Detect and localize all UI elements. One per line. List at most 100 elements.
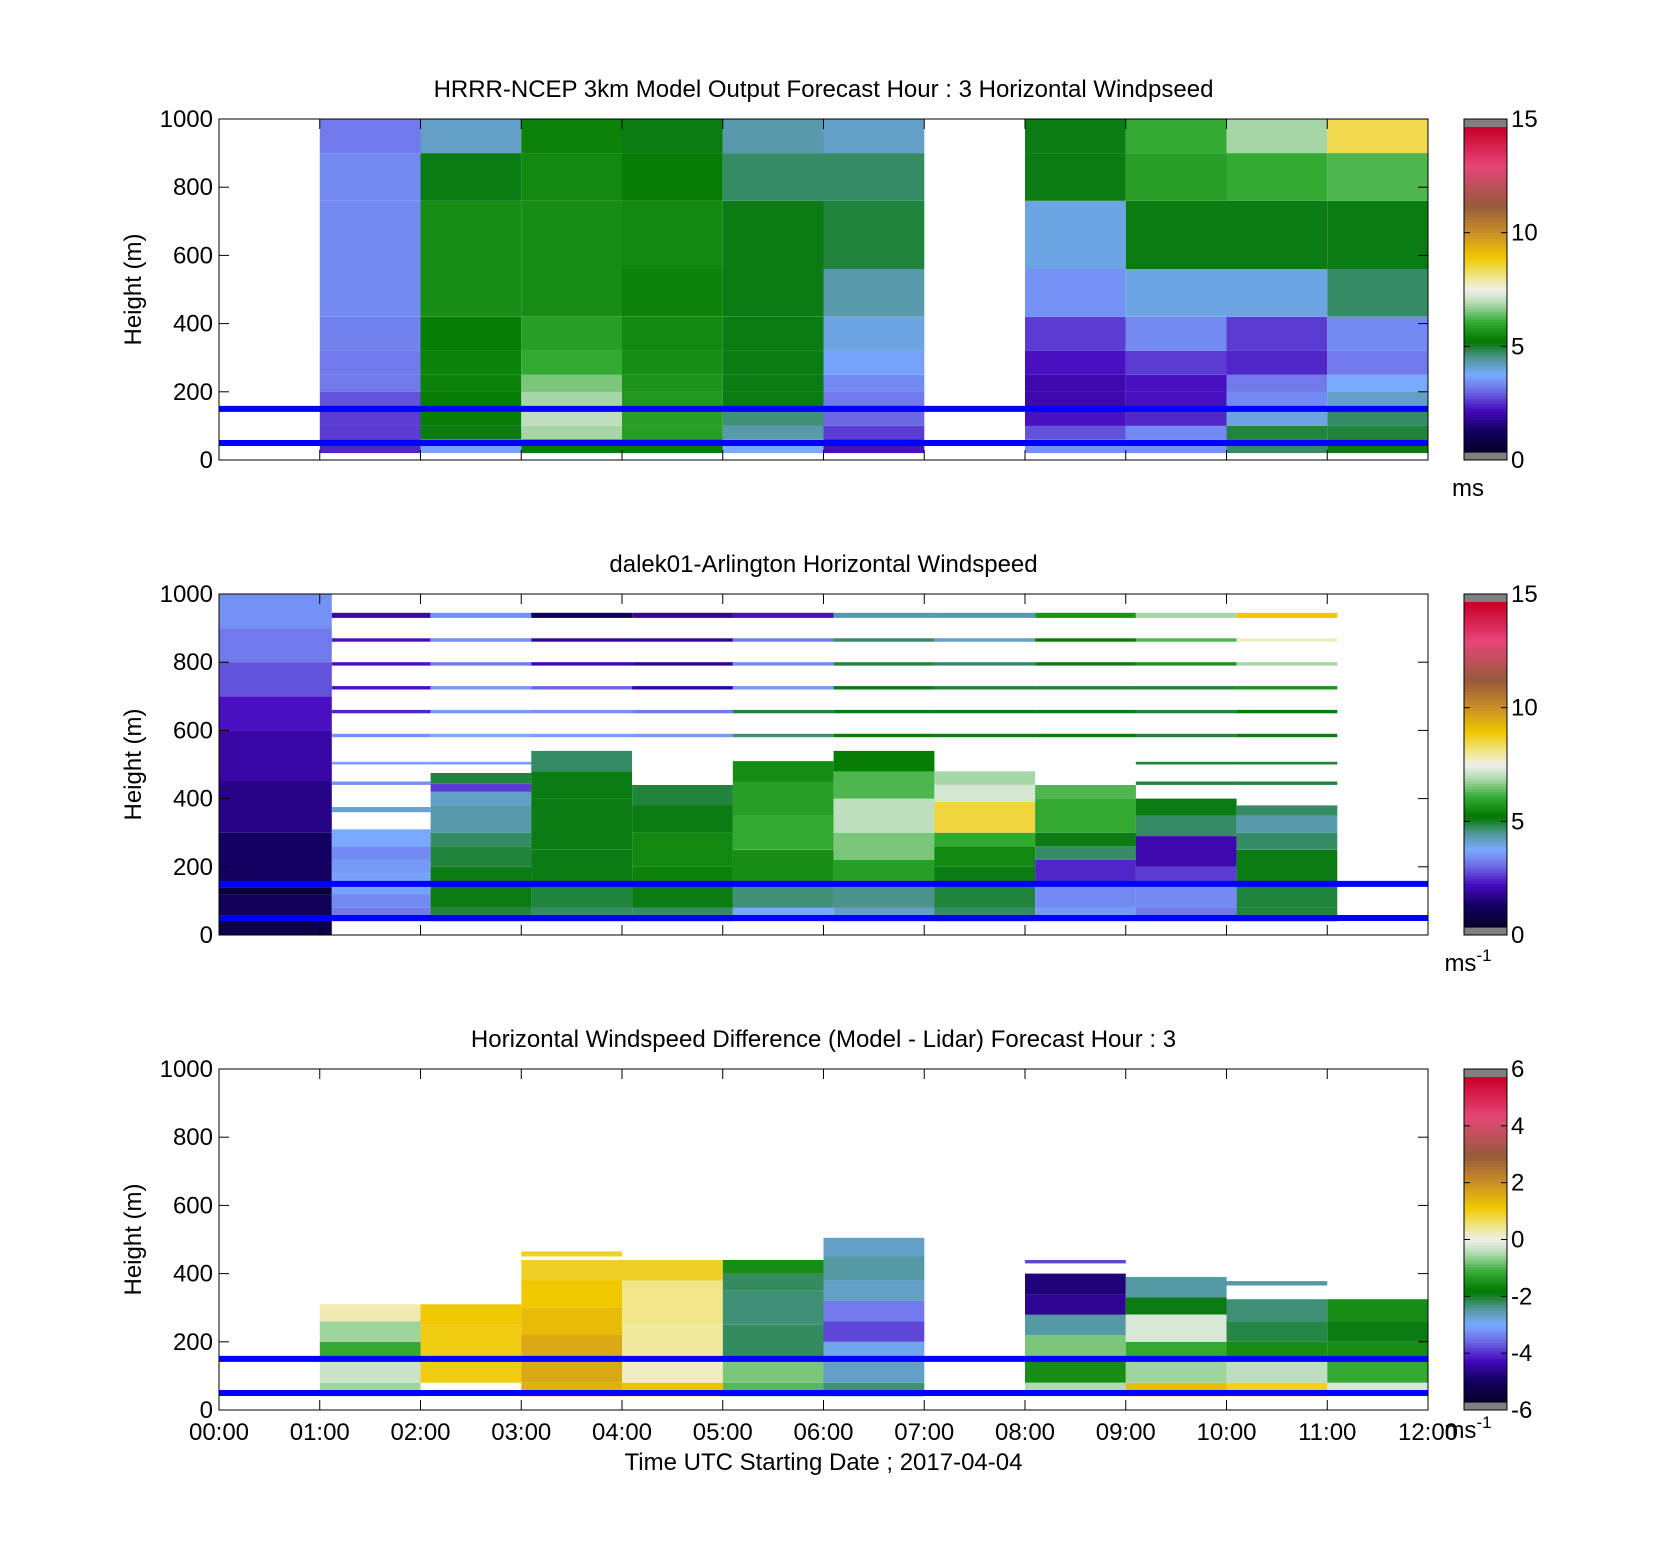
x-tick-label: 09:00 <box>1096 1419 1156 1446</box>
x-axis-label: Time UTC Starting Date ; 2017-04-04 <box>625 1449 1023 1476</box>
colorbar-step <box>1464 270 1507 274</box>
colorbar-step <box>1464 1177 1507 1181</box>
colorbar-step <box>1464 924 1507 928</box>
colorbar-step <box>1464 620 1507 625</box>
colorbar-step <box>1464 381 1507 385</box>
colorbar-step <box>1464 183 1507 188</box>
colorbar-step <box>1464 232 1507 236</box>
heatmap-cell <box>430 709 532 714</box>
heatmap-cell <box>331 612 431 618</box>
colorbar-step <box>1464 802 1507 806</box>
colorbar-step <box>1464 330 1507 334</box>
heatmap-cell <box>531 709 632 714</box>
colorbar-step <box>1464 899 1507 904</box>
colorbar-step <box>1464 1277 1507 1281</box>
heatmap-cell <box>1226 1358 1328 1383</box>
colorbar-tick-label: 0 <box>1511 922 1524 949</box>
y-tick-label: 1000 <box>160 106 213 133</box>
colorbar-step <box>1464 889 1507 893</box>
colorbar-step <box>1464 1337 1507 1341</box>
colorbar-step <box>1464 449 1507 453</box>
colorbar-step <box>1464 1374 1507 1379</box>
heatmap-cell <box>1125 269 1227 317</box>
heatmap-cell <box>521 350 623 375</box>
colorbar-step <box>1464 1142 1507 1146</box>
x-tick-label: 11:00 <box>1298 1419 1356 1446</box>
heatmap-cell <box>319 374 421 392</box>
heatmap-cell <box>622 1280 723 1325</box>
heatmap-cell <box>622 153 723 201</box>
heatmap-cell <box>1135 883 1237 908</box>
colorbar-step <box>1464 419 1507 423</box>
heatmap-cell <box>622 1358 723 1383</box>
heatmap-cell <box>531 733 632 738</box>
colorbar-step <box>1464 1169 1507 1173</box>
heatmap-cell <box>1226 1341 1328 1359</box>
heatmap-cell <box>722 1358 824 1383</box>
colorbar-step <box>1464 127 1507 131</box>
colorbar-step <box>1464 853 1507 858</box>
heatmap-cell <box>1226 153 1328 201</box>
heatmap-cell <box>934 832 1035 847</box>
colorbar-step <box>1464 1312 1507 1316</box>
colorbar-step <box>1464 238 1507 242</box>
colorbar-step <box>1464 1393 1507 1398</box>
colorbar-step <box>1464 1296 1507 1300</box>
colorbar-step <box>1464 1077 1507 1081</box>
colorbar-step <box>1464 794 1507 798</box>
colorbar-step <box>1464 902 1507 906</box>
colorbar-tick-label: 5 <box>1511 808 1524 835</box>
y-tick-label: 1000 <box>160 1056 213 1083</box>
colorbar-step <box>1464 251 1507 255</box>
heatmap-cell <box>934 846 1035 867</box>
colorbar-step <box>1464 1215 1507 1219</box>
heatmap-cell <box>521 119 623 154</box>
heatmap-cell <box>1125 374 1227 392</box>
colorbar-step <box>1464 1274 1507 1279</box>
colorbar-step <box>1464 140 1507 144</box>
heatmap-cell <box>1125 316 1227 351</box>
heatmap-cell <box>430 638 532 642</box>
colorbar-tick-label: 2 <box>1511 1170 1524 1197</box>
heatmap-cell <box>420 408 522 426</box>
colorbar-step <box>1464 707 1507 711</box>
colorbar-step <box>1464 194 1507 199</box>
colorbar-step <box>1464 1109 1507 1113</box>
heatmap-cell <box>219 894 332 918</box>
y-tick-label: 1000 <box>160 581 213 608</box>
heatmap-cell <box>722 350 824 375</box>
colorbar-step <box>1464 759 1507 763</box>
colorbar-step <box>1464 308 1507 312</box>
colorbar-step <box>1464 821 1507 825</box>
colorbar-step <box>1464 1328 1507 1333</box>
heatmap-cell <box>732 761 834 782</box>
heatmap-cell <box>1035 612 1136 618</box>
colorbar-step <box>1464 1193 1507 1197</box>
heatmap-cell <box>632 805 733 833</box>
colorbar-step <box>1464 1309 1507 1314</box>
heatmap-cell <box>1025 1314 1126 1335</box>
colorbar-step <box>1464 322 1507 326</box>
colorbar-step <box>1464 173 1507 177</box>
heatmap-cell <box>622 1260 723 1281</box>
heatmap-cell <box>331 686 431 690</box>
heatmap-cell <box>632 686 733 690</box>
heatmap-cell <box>1025 1273 1126 1295</box>
colorbar-step <box>1464 883 1507 887</box>
heatmap-cell <box>823 200 925 269</box>
heatmap-cell <box>331 662 431 666</box>
colorbar-step <box>1464 713 1507 717</box>
colorbar-step <box>1464 424 1507 429</box>
colorbar-tick-label: 5 <box>1511 333 1524 360</box>
colorbar-step <box>1464 1120 1507 1124</box>
heatmap-cell <box>823 391 925 409</box>
heatmap-cell <box>430 866 532 884</box>
colorbar-step <box>1464 691 1507 695</box>
colorbar-step <box>1464 186 1507 190</box>
colorbar-step <box>1464 1342 1507 1346</box>
colorbar-step <box>1464 265 1507 269</box>
colorbar-step <box>1464 275 1507 280</box>
colorbar-step <box>1464 389 1507 394</box>
chart-title: Horizontal Windspeed Difference (Model -… <box>471 1026 1176 1053</box>
heatmap-cell <box>430 686 532 690</box>
